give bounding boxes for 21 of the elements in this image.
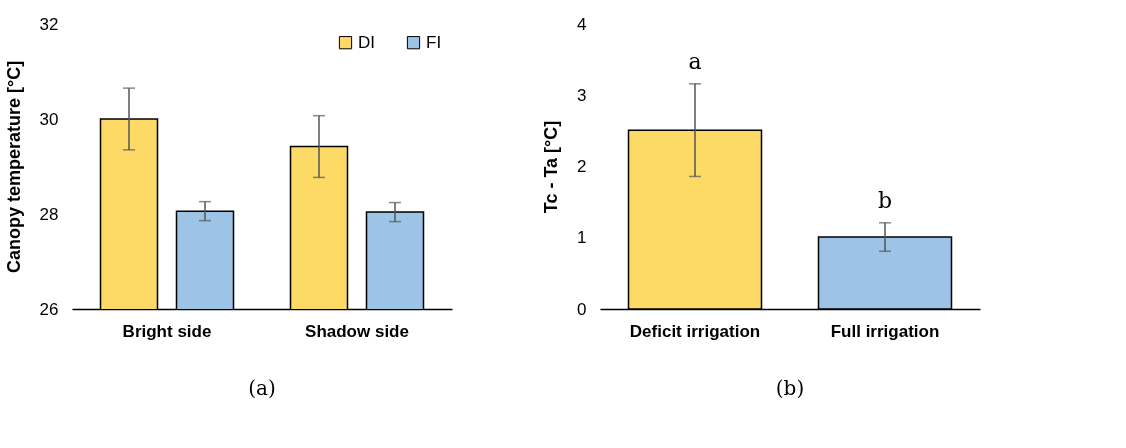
y-tick-label: 32	[39, 14, 59, 34]
annotation: b	[877, 187, 893, 213]
y-tick-label: 4	[577, 14, 587, 34]
x-tick-label: Deficit irrigation	[629, 321, 761, 341]
annotation: a	[688, 48, 702, 74]
x-tick-label: Full irrigation	[830, 321, 940, 341]
y-tick-label: 30	[39, 109, 59, 129]
y-tick-label: 3	[577, 85, 587, 105]
y-tick-label: 1	[577, 228, 587, 248]
legend-label: DI	[358, 32, 375, 52]
y-tick-label: 28	[39, 204, 59, 224]
y-axis-title: Canopy temperature [°C]	[3, 60, 24, 274]
text: (b)	[775, 376, 805, 400]
y-tick-label: 2	[577, 157, 587, 176]
y-tick-label: 0	[577, 299, 587, 319]
x-tick-label: Bright side	[122, 321, 212, 341]
legend-label: FI	[426, 32, 442, 52]
text: (a)	[248, 376, 276, 400]
y-tick-label: 26	[39, 299, 59, 319]
x-tick-label: Shadow side	[305, 321, 409, 341]
y-axis-title: Tc - Ta [°C]	[541, 120, 562, 214]
